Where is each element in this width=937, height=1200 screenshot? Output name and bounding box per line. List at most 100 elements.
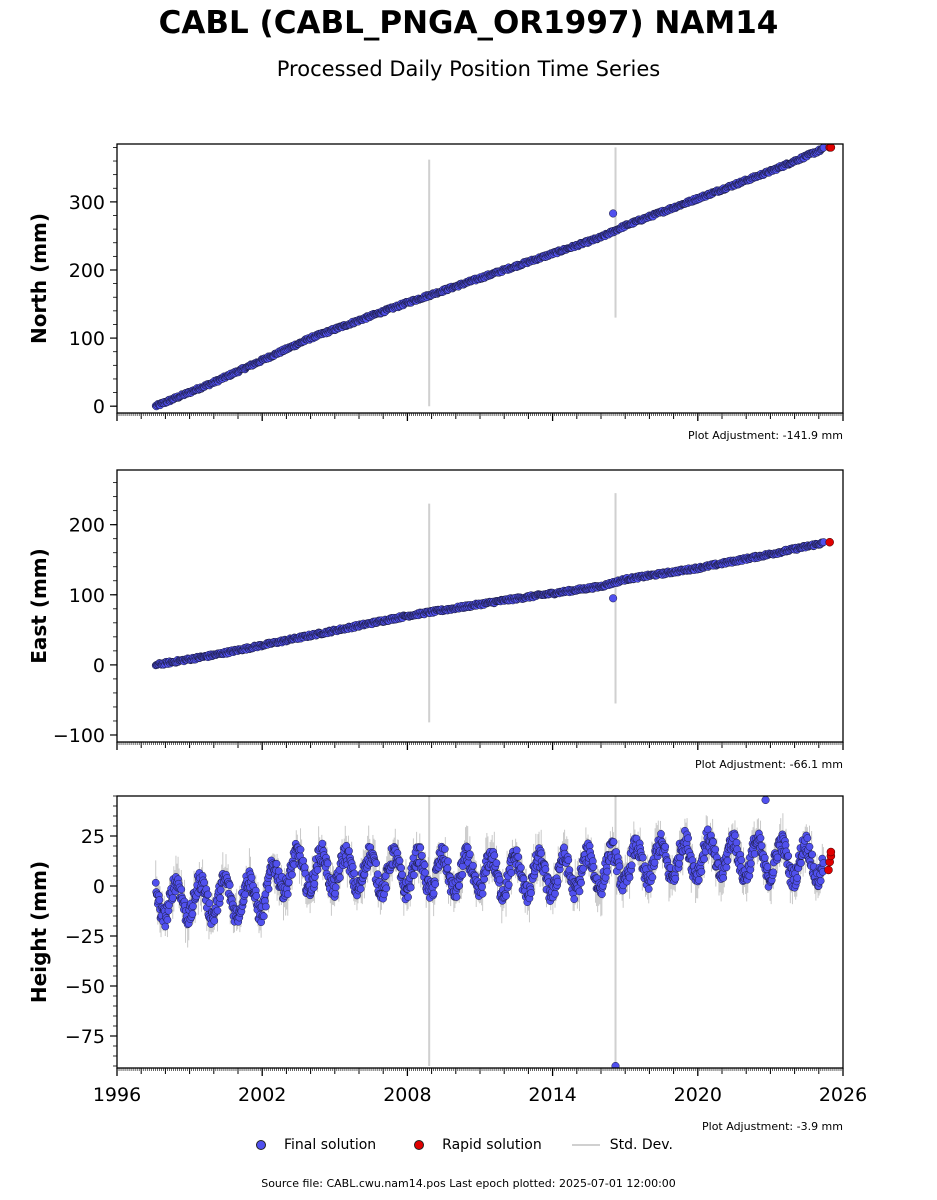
final-solution-point [200,878,209,887]
final-solution-point [323,859,332,868]
final-solution-point [719,874,728,882]
east-y-tick-label: 0 [93,655,105,677]
east-y-axis-label: East (mm) [27,548,51,664]
height-final-points [151,825,828,931]
final-solution-point [657,830,665,838]
final-solution-point [259,912,268,921]
east-y-tick-label: 200 [69,515,105,537]
final-solution-point [151,878,160,887]
north-final-points [151,144,828,411]
final-solution-point [395,856,404,865]
legend-final-label: Final solution [284,1137,377,1153]
final-solution-point [769,868,778,877]
final-solution-point [603,867,612,876]
final-solution-point [216,894,224,902]
final-solution-point [262,902,270,911]
height-plot-adjustment: Plot Adjustment: -3.9 mm [702,1120,843,1133]
final-solution-point [589,863,598,871]
final-solution-point [252,892,261,900]
final-solution-point [469,861,477,870]
final-solution-point [416,843,425,852]
final-solution-point [210,916,219,925]
final-solution-point [553,877,562,886]
legend-std: Std. Dev. [571,1137,673,1153]
final-solution-point [177,885,186,894]
final-solution-point [452,893,461,901]
rapid-solution-point [826,847,836,857]
final-solution-point [299,856,308,865]
final-solution-point [577,878,585,887]
final-solution-point [570,895,579,904]
final-solution-point [205,899,214,908]
final-solution-point [168,894,177,902]
final-solution-point [350,869,359,878]
final-solution-point [575,887,584,896]
north-data-layer [151,144,836,411]
final-solution-point [756,834,765,842]
final-solution-point [684,834,692,843]
height-panel: −75 −50 −25 0 25 1996 2002 2008 2014 2020 2026 Heig… [27,795,867,1133]
final-solution-point [406,883,415,892]
east-panel: −100 0 100 200 East (mm) Plot Adjustment: -66… [27,469,844,771]
final-solution-point [382,884,391,893]
final-solution-point [750,849,759,858]
final-solution-point [331,883,340,892]
final-solution-point [808,850,817,859]
final-solution-point [161,922,170,931]
final-solution-point [345,847,353,855]
final-solution-point [697,867,706,876]
final-solution-point [504,880,513,889]
final-solution-point [397,864,406,872]
final-solution-point [784,852,793,860]
final-solution-point [241,890,250,899]
final-solution-point [372,859,380,868]
final-solution-point [458,870,467,879]
north-y-tick-label: 100 [69,328,105,350]
final-solution-point [284,878,293,887]
rapid-solution-point [826,144,836,152]
height-y-tick-label: −25 [65,926,105,948]
final-solution-point [429,889,438,898]
east-data-layer [151,493,834,723]
final-solution-point [478,889,487,898]
x-tick-label: 2020 [674,1084,722,1106]
final-solution-point [421,868,429,877]
final-solution-point [418,851,426,860]
final-solution-point [431,880,440,888]
final-solution-point [348,863,357,871]
final-solution-point [247,873,256,882]
north-y-tick-label: 0 [93,396,105,418]
final-solution-point [188,910,197,918]
final-solution-point [443,864,452,873]
final-solution-point [189,902,197,911]
final-solution-point [757,841,766,850]
final-solution-point [551,889,559,898]
final-solution-point [313,866,322,874]
north-panel: 0 100 200 300 North (mm) Plot Adjustment: -14… [27,143,844,442]
final-solution-point [310,880,319,888]
final-solution-outlier [609,594,618,603]
final-solution-point [225,881,234,889]
final-solution-point [440,845,449,853]
rapid-solution-point [824,865,833,875]
final-solution-point [204,890,212,899]
final-solution-point [816,877,825,885]
east-y-tick-label: −100 [53,725,105,747]
x-tick-label: 2008 [383,1084,431,1106]
final-solution-point [495,875,504,884]
final-solution-point [155,896,164,904]
final-solution-outlier [609,209,618,218]
final-solution-point [514,853,523,861]
final-solution-point [288,870,296,879]
final-solution-point [644,885,653,893]
x-tick-label: 2014 [528,1084,576,1106]
x-tick-label: 1996 [93,1084,141,1106]
final-solution-point [648,873,657,882]
east-plot-adjustment: Plot Adjustment: -66.1 mm [695,758,843,771]
final-solution-point [731,831,739,840]
final-solution-point [264,885,273,893]
final-solution-point [700,855,708,863]
rapid-solution-marker [414,1140,425,1150]
final-solution-point [537,849,546,858]
final-solution-point [747,859,755,868]
